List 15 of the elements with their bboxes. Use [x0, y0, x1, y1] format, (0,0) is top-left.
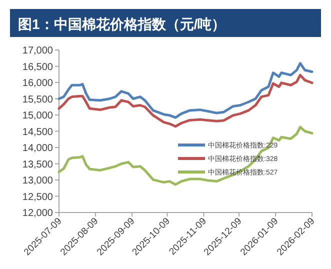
y-tick-label: 12,000: [22, 208, 54, 219]
chart-title: 图1：中国棉花价格指数（元/吨）: [18, 16, 226, 32]
y-tick-label: 16,500: [22, 62, 54, 73]
y-tick-label: 15,500: [22, 94, 54, 106]
y-tick-label: 12,500: [22, 192, 54, 203]
y-tick-label: 15,000: [22, 110, 54, 122]
y-tick-label: 16,000: [22, 78, 54, 89]
y-tick-label: 13,000: [22, 176, 54, 186]
y-tick-label: 13,500: [22, 159, 54, 170]
line-series: [58, 62, 314, 119]
y-tick-label: 14,000: [22, 143, 54, 154]
line-series: [58, 74, 314, 128]
y-tick-label: 17,000: [22, 46, 54, 56]
line-series: [58, 126, 314, 186]
y-tick-label: 14,500: [22, 126, 54, 138]
